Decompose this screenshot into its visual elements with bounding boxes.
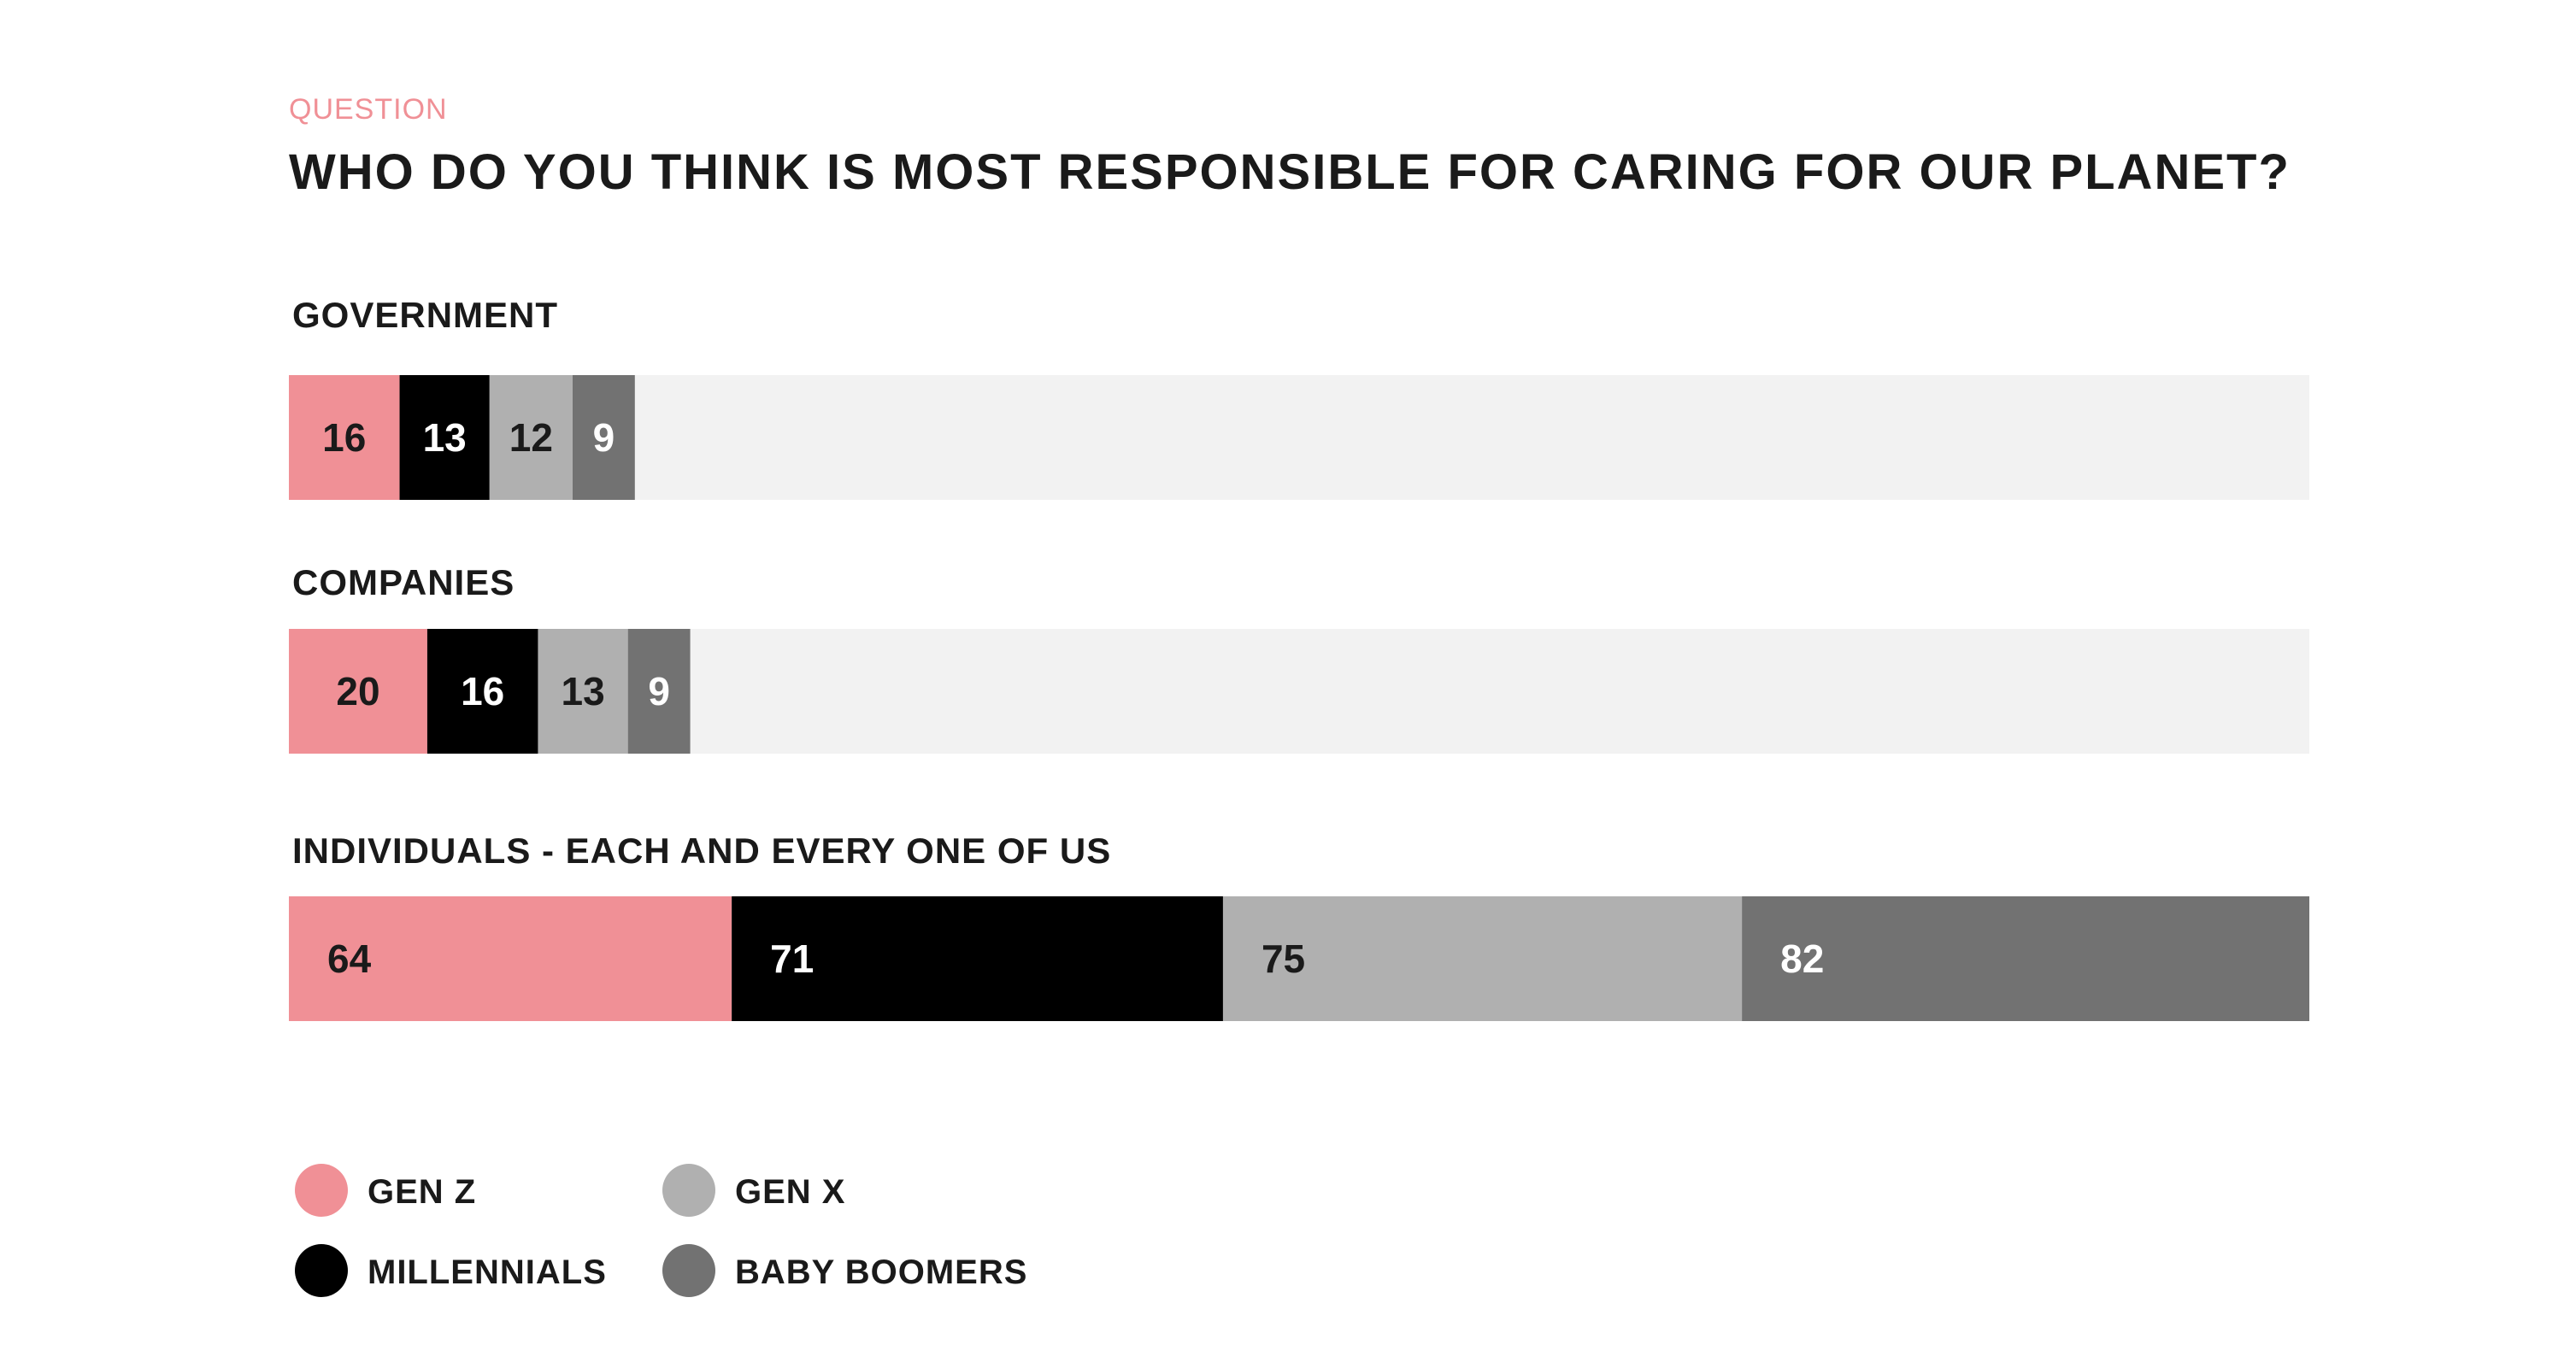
data-label: 16 xyxy=(322,415,366,460)
bar-segment xyxy=(489,375,573,500)
bar-segment xyxy=(538,629,628,754)
category-label: INDIVIDUALS - EACH AND EVERY ONE OF US xyxy=(292,831,1111,871)
data-label: 64 xyxy=(327,936,372,981)
bar-segment xyxy=(1742,896,2309,1021)
data-label: 9 xyxy=(648,669,670,713)
bar-segment xyxy=(572,375,635,500)
chart-legend: GEN Z MILLENNIALS GEN X BABY BOOMERS xyxy=(295,1164,1027,1297)
data-label: 20 xyxy=(336,669,379,713)
legend-label: GEN Z xyxy=(368,1173,476,1211)
data-label: 75 xyxy=(1262,936,1305,981)
bar-segment xyxy=(1222,896,1743,1021)
legend-swatch xyxy=(295,1164,348,1217)
category-label: GOVERNMENT xyxy=(292,295,558,335)
data-label: 12 xyxy=(509,415,553,460)
bar-segment xyxy=(399,375,490,500)
chart-title: WHO DO YOU THINK IS MOST RESPONSIBLE FOR… xyxy=(289,144,2291,200)
data-label: 16 xyxy=(461,669,504,713)
legend-label: BABY BOOMERS xyxy=(735,1254,1027,1291)
bar-segment xyxy=(732,896,1223,1021)
data-label: 82 xyxy=(1780,936,1824,981)
legend-label: MILLENNIALS xyxy=(368,1254,607,1291)
bar-segment xyxy=(289,629,427,754)
data-label: 9 xyxy=(593,415,615,460)
chart-rows: GOVERNMENT 16 13 12 9 COMPANIES 20 16 13 9 INDIVID… xyxy=(289,295,2309,1021)
bar-segment xyxy=(289,896,732,1021)
legend-label: GEN X xyxy=(735,1173,845,1211)
data-label: 13 xyxy=(561,669,604,713)
bar-segment xyxy=(426,629,538,754)
legend-swatch xyxy=(295,1244,348,1297)
bar-segment xyxy=(627,629,691,754)
chart-eyebrow: QUESTION xyxy=(289,93,448,126)
category-label: COMPANIES xyxy=(292,562,515,602)
legend-swatch xyxy=(662,1164,715,1217)
data-label: 13 xyxy=(423,415,467,460)
bar-segment xyxy=(289,375,400,500)
legend-swatch xyxy=(662,1244,715,1297)
data-label: 71 xyxy=(770,936,814,981)
